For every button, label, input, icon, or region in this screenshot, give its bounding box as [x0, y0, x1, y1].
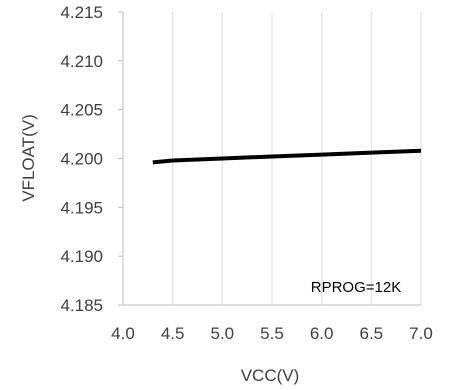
x-tick-label: 5.5 [260, 324, 284, 343]
y-tick-label: 4.190 [60, 247, 103, 266]
x-tick-label: 6.5 [360, 324, 384, 343]
x-tick-label: 4.0 [111, 324, 135, 343]
y-tick-labels: 4.215 4.210 4.205 4.200 4.195 4.190 4.185 [60, 3, 103, 315]
series-group [152, 148, 422, 165]
y-axis-title: VFLOAT(V) [19, 114, 38, 202]
x-tick-label: 5.0 [211, 324, 235, 343]
axes [118, 11, 421, 306]
x-tick-labels: 4.0 4.5 5.0 5.5 6.0 6.5 7.0 [111, 324, 433, 343]
x-tick-label: 7.0 [409, 324, 433, 343]
y-tick-label: 4.210 [60, 52, 103, 71]
annotation-label: RPROG=12K [311, 279, 401, 296]
series-line [152, 148, 422, 165]
x-axis-title: VCC(V) [241, 366, 300, 385]
x-tick-label: 4.5 [161, 324, 185, 343]
y-tick-label: 4.205 [60, 101, 103, 120]
y-tick-label: 4.185 [60, 296, 103, 315]
y-tick-label: 4.200 [60, 150, 103, 169]
y-tick-label: 4.215 [60, 3, 103, 22]
x-tick-label: 6.0 [310, 324, 334, 343]
y-tick-label: 4.195 [60, 198, 103, 217]
